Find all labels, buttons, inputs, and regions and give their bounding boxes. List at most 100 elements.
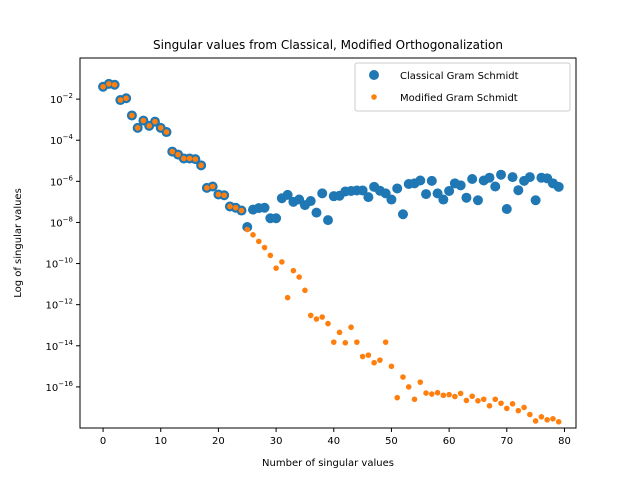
y-tick-label: 10−4 — [50, 133, 74, 147]
data-point — [157, 125, 164, 131]
y-tick-label: 10−10 — [45, 257, 73, 271]
data-point — [221, 192, 227, 199]
x-tick-label: 70 — [500, 436, 513, 447]
data-point — [117, 97, 124, 103]
data-point — [290, 267, 297, 274]
data-point — [492, 396, 499, 403]
data-point — [325, 320, 331, 327]
data-point — [244, 226, 251, 233]
data-point — [461, 192, 472, 203]
data-point — [357, 185, 368, 196]
data-point — [553, 181, 564, 192]
data-point — [181, 155, 187, 162]
data-point — [388, 363, 395, 370]
data-point — [501, 204, 512, 215]
y-axis-ticks: 10−16 10−14 10−12 10−10 10−8 10−6 10−4 10−2 — [45, 92, 80, 394]
data-point — [538, 414, 545, 420]
x-tick-label: 60 — [443, 436, 456, 447]
data-point — [311, 207, 322, 218]
data-point — [411, 396, 418, 403]
data-point — [440, 392, 447, 399]
data-point — [496, 169, 507, 180]
data-point — [282, 189, 293, 200]
data-point — [392, 183, 403, 194]
data-point — [452, 393, 458, 400]
data-point — [377, 357, 383, 363]
data-point — [342, 339, 349, 346]
data-point — [467, 173, 478, 184]
data-point — [215, 191, 222, 198]
series-classical — [98, 78, 564, 232]
data-point — [475, 398, 481, 404]
data-point — [405, 384, 412, 390]
data-point — [550, 416, 556, 422]
data-point — [397, 209, 408, 220]
data-point — [192, 156, 199, 162]
data-point — [426, 175, 437, 186]
legend-marker-classical — [369, 70, 379, 80]
y-tick-label: 10−6 — [50, 174, 74, 188]
data-point — [169, 148, 176, 155]
data-point — [363, 192, 374, 203]
data-point — [348, 324, 354, 331]
legend-label-classical: Classical Gram Schmidt — [400, 71, 519, 82]
data-point — [123, 95, 129, 102]
x-axis-title: Number of singular values — [262, 458, 394, 469]
data-point — [152, 118, 158, 125]
data-point — [323, 215, 333, 226]
data-point — [444, 185, 455, 196]
data-point — [365, 352, 372, 358]
x-tick-label: 80 — [558, 436, 571, 447]
data-point — [457, 390, 464, 397]
data-point — [227, 203, 233, 210]
data-point — [238, 207, 245, 214]
plot-area — [98, 78, 564, 425]
x-tick-label: 40 — [327, 436, 340, 447]
data-point — [480, 396, 487, 403]
data-point — [232, 204, 239, 211]
x-axis-ticks: 0 10 20 30 40 50 60 70 80 — [100, 428, 571, 447]
x-tick-label: 50 — [385, 436, 398, 447]
x-tick-label: 0 — [100, 436, 106, 447]
data-point — [163, 129, 170, 135]
data-point — [429, 391, 435, 397]
data-point — [250, 232, 256, 238]
data-point — [498, 400, 504, 407]
data-point — [486, 403, 493, 409]
data-point — [434, 389, 441, 396]
data-point — [438, 194, 449, 205]
data-point — [317, 188, 328, 199]
data-point — [267, 252, 274, 259]
data-point — [513, 185, 524, 196]
data-point — [382, 339, 389, 345]
data-point — [146, 123, 153, 129]
legend-marker-modified — [371, 94, 377, 100]
data-point — [261, 244, 268, 251]
data-point — [134, 125, 141, 131]
data-point — [421, 189, 432, 200]
data-point — [463, 397, 470, 404]
data-point — [521, 404, 527, 411]
data-point — [186, 155, 193, 162]
data-point — [204, 185, 210, 191]
data-point — [386, 194, 397, 205]
data-point — [415, 175, 426, 186]
data-point — [455, 180, 466, 191]
data-point — [527, 411, 533, 418]
data-point — [394, 394, 401, 401]
data-point — [305, 196, 316, 207]
data-point — [423, 390, 429, 396]
data-point — [129, 112, 135, 119]
data-point — [490, 181, 501, 192]
data-point — [209, 183, 216, 190]
data-point — [417, 379, 424, 385]
y-axis-title: Log of singular values — [13, 188, 24, 298]
x-tick-label: 20 — [212, 436, 225, 447]
data-point — [354, 339, 360, 345]
data-point — [273, 265, 279, 271]
data-point — [302, 287, 308, 294]
data-point — [271, 213, 282, 224]
data-point — [307, 312, 314, 319]
data-point — [255, 238, 262, 245]
x-tick-label: 30 — [270, 436, 283, 447]
